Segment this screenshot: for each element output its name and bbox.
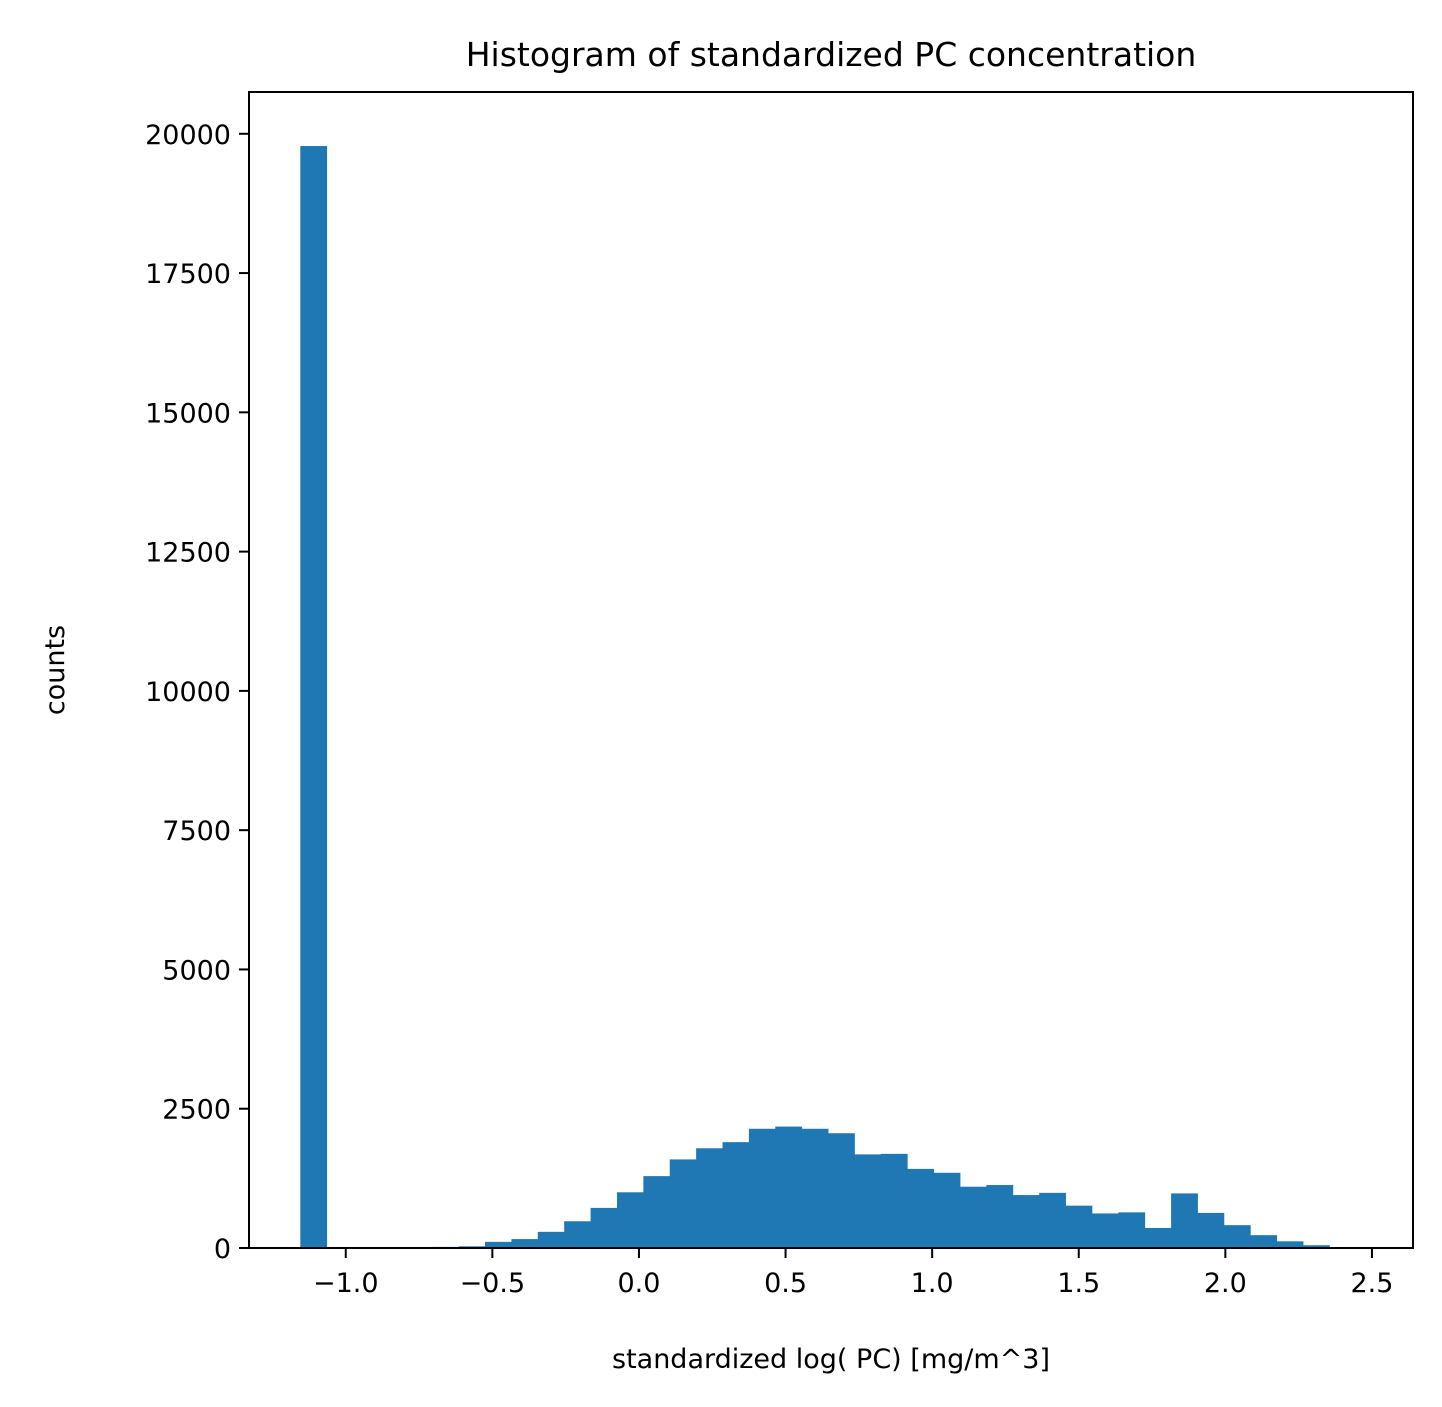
y-axis-ticks: 0 2500 5000 7500 10000 12500 15000 17500 20000 [145, 120, 249, 1265]
x-tick-label: 1.5 [1057, 1268, 1100, 1299]
histogram-bar [537, 1231, 565, 1248]
histogram-bar [669, 1159, 697, 1248]
histogram-bars [300, 146, 1357, 1248]
histogram-bar [880, 1153, 908, 1248]
plot-frame [248, 91, 1414, 1249]
histogram-bar [1118, 1212, 1146, 1248]
y-tick-label: 15000 [145, 398, 231, 429]
y-tick-label: 17500 [145, 259, 231, 290]
y-tick-label: 10000 [145, 677, 231, 708]
x-tick-label: −0.5 [460, 1268, 526, 1299]
histogram-bar [616, 1192, 644, 1248]
histogram-bar [960, 1186, 987, 1248]
histogram-bar [801, 1128, 829, 1248]
histogram-bar [986, 1185, 1014, 1248]
x-tick-label: 0.0 [617, 1268, 660, 1299]
x-tick-label: 2.5 [1350, 1268, 1393, 1299]
histogram-bar [1171, 1193, 1198, 1248]
x-axis-label: standardized log( PC) [mg/m^3] [612, 1344, 1050, 1375]
histogram-bar [590, 1207, 618, 1248]
histogram-bar [696, 1148, 723, 1248]
x-axis-ticks: −1.0 −0.5 0.0 0.5 1.0 1.5 2.0 2.5 [313, 1248, 1393, 1299]
x-tick-label: 2.0 [1204, 1268, 1247, 1299]
histogram-bar [1303, 1245, 1330, 1248]
histogram-bar [748, 1128, 776, 1248]
histogram-bar [933, 1172, 961, 1248]
histogram-bar [1223, 1225, 1251, 1248]
histogram-bar [1250, 1235, 1278, 1248]
histogram-bar [1276, 1241, 1304, 1248]
y-tick-label: 12500 [145, 538, 231, 569]
y-tick-label: 2500 [162, 1095, 231, 1126]
y-tick-label: 7500 [162, 816, 231, 847]
histogram-bar [1144, 1227, 1172, 1248]
histogram-bar [485, 1241, 512, 1248]
histogram-bar [1012, 1195, 1040, 1248]
histogram-bar [1065, 1205, 1093, 1248]
y-axis-label: counts [40, 625, 71, 715]
y-tick-label: 20000 [145, 120, 231, 151]
x-tick-label: 0.5 [764, 1268, 807, 1299]
x-tick-label: 1.0 [911, 1268, 954, 1299]
histogram-bar [907, 1168, 935, 1248]
histogram-bar [300, 146, 328, 1248]
y-tick-label: 0 [214, 1234, 231, 1265]
histogram-bar [854, 1154, 882, 1248]
histogram-bar [828, 1133, 855, 1248]
y-tick-label: 5000 [162, 955, 231, 986]
histogram-bar [1091, 1213, 1119, 1248]
x-tick-label: −1.0 [313, 1268, 379, 1299]
chart-title: Histogram of standardized PC concentrati… [466, 35, 1197, 74]
histogram-bar [1039, 1192, 1066, 1248]
histogram-bar [775, 1126, 803, 1248]
histogram-bar [511, 1239, 539, 1248]
histogram-bar [564, 1221, 591, 1248]
histogram-bar [722, 1142, 750, 1248]
histogram-bar [643, 1176, 671, 1248]
histogram-bar [1197, 1212, 1225, 1248]
